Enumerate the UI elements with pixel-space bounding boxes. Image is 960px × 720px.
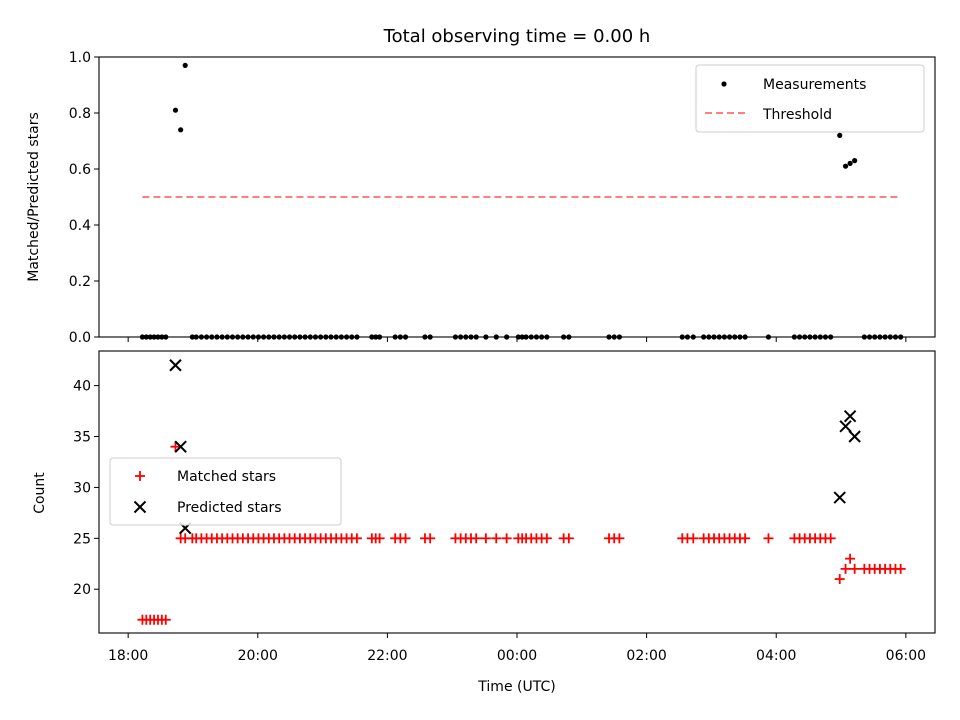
top-y-tick-label: 0.4 bbox=[69, 218, 91, 234]
matched-star-point bbox=[351, 533, 362, 544]
x-tick-label: 18:00 bbox=[108, 648, 148, 664]
top-axes-frame bbox=[98, 56, 936, 338]
legend-threshold-label: Threshold bbox=[762, 107, 832, 123]
matched-star-point bbox=[763, 533, 774, 544]
measurement-point bbox=[842, 163, 849, 169]
matched-star-point bbox=[845, 553, 856, 564]
matched-star-point bbox=[834, 574, 845, 585]
matched-star-point bbox=[471, 533, 482, 544]
bottom-panel: Count Time (UTC) 20 25 30 35 40 18:00 20:00 22:… bbox=[32, 350, 936, 695]
top-panel: Total observing time = 0.00 h Matched/Pr… bbox=[26, 26, 936, 346]
bottom-y-tick-label: 40 bbox=[73, 379, 91, 395]
matched-star-point bbox=[491, 533, 502, 544]
top-legend: Measurements Threshold bbox=[695, 64, 925, 133]
matched-star-point bbox=[825, 533, 836, 544]
top-y-tick-label: 1.0 bbox=[69, 50, 91, 66]
matched-star-point bbox=[614, 533, 625, 544]
matched-star-point bbox=[480, 533, 491, 544]
matched-star-point bbox=[170, 441, 181, 452]
bottom-y-axis-label: Count bbox=[32, 472, 48, 514]
x-tick-label: 20:00 bbox=[238, 648, 278, 664]
x-tick-label: 06:00 bbox=[886, 648, 926, 664]
matched-star-point bbox=[740, 533, 751, 544]
x-tick-label: 00:00 bbox=[497, 648, 537, 664]
legend-predicted-label: Predicted stars bbox=[177, 500, 282, 516]
matched-star-point bbox=[400, 533, 411, 544]
matched-star-point bbox=[849, 563, 860, 574]
matched-star-point bbox=[160, 614, 171, 625]
top-y-axis-label: Matched/Predicted stars bbox=[26, 112, 42, 282]
predicted-star-point bbox=[174, 440, 187, 453]
bottom-plot-area: 20 25 30 35 40 18:00 20:00 22:00 00:00 02:00 04:00… bbox=[73, 359, 926, 664]
x-axis-label: Time (UTC) bbox=[477, 679, 555, 695]
measurement-point bbox=[852, 158, 858, 164]
bottom-legend: Matched stars Predicted stars bbox=[109, 457, 342, 526]
measurement-point bbox=[172, 107, 179, 113]
predicted-star-point bbox=[843, 409, 857, 423]
bottom-axes-frame bbox=[98, 350, 936, 634]
legend-matched-marker bbox=[135, 471, 145, 481]
matched-star-point bbox=[541, 533, 552, 544]
top-y-tick-label: 0.8 bbox=[69, 106, 91, 122]
matched-star-point bbox=[374, 533, 385, 544]
legend-predicted-marker bbox=[133, 500, 147, 514]
predicted-star-point bbox=[169, 359, 182, 372]
bottom-y-tick-label: 35 bbox=[73, 430, 91, 446]
predicted-star-point bbox=[839, 420, 852, 433]
top-y-tick-label: 0.6 bbox=[69, 162, 91, 178]
predicted-star-point bbox=[833, 491, 846, 504]
x-tick-label: 02:00 bbox=[626, 648, 666, 664]
top-y-tick-label: 0.2 bbox=[69, 274, 91, 290]
legend-measurements-label: Measurements bbox=[763, 77, 866, 93]
legend-matched-label: Matched stars bbox=[177, 469, 276, 485]
measurement-point bbox=[178, 127, 184, 133]
measurement-point bbox=[837, 132, 843, 138]
bottom-legend-box bbox=[109, 457, 342, 526]
x-tick-label: 22:00 bbox=[367, 648, 407, 664]
top-legend-box bbox=[695, 64, 925, 133]
matched-star-point bbox=[895, 563, 906, 574]
legend-measurements-marker bbox=[721, 81, 727, 87]
matched-star-point bbox=[688, 533, 699, 544]
measurement-point bbox=[847, 160, 853, 166]
matched-star-point bbox=[501, 533, 512, 544]
matched-star-point bbox=[563, 533, 574, 544]
predicted-star-point bbox=[848, 430, 861, 443]
bottom-y-tick-label: 20 bbox=[73, 582, 91, 598]
top-y-tick-label: 0.0 bbox=[69, 330, 91, 346]
matched-star-point bbox=[840, 563, 851, 574]
x-tick-label: 04:00 bbox=[756, 648, 796, 664]
matched-star-point bbox=[425, 533, 436, 544]
bottom-y-tick-label: 25 bbox=[73, 531, 91, 547]
bottom-y-tick-label: 30 bbox=[73, 480, 91, 496]
measurement-point bbox=[182, 62, 188, 68]
top-chart-title: Total observing time = 0.00 h bbox=[383, 26, 651, 47]
